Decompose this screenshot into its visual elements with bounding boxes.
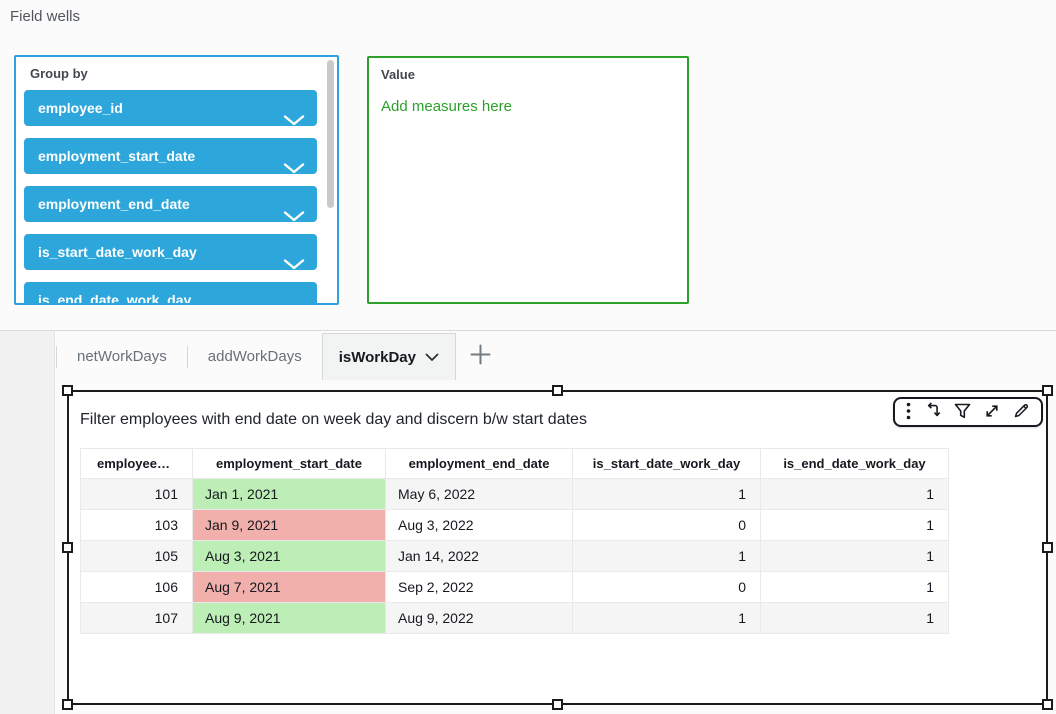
filter-button[interactable] — [954, 403, 971, 422]
tab-label: addWorkDays — [207, 348, 302, 365]
section-divider — [0, 330, 1056, 331]
resize-handle-bottom-right[interactable] — [1042, 699, 1053, 710]
tab-addworkdays[interactable]: addWorkDays — [188, 333, 322, 380]
cell-is-end-work-day: 1 — [760, 540, 949, 572]
cell-end-date: May 6, 2022 — [385, 478, 573, 510]
cell-start-date: Aug 3, 2021 — [192, 540, 386, 572]
tab-networkdays[interactable]: netWorkDays — [57, 333, 187, 380]
add-tab-icon — [470, 344, 491, 370]
value-well[interactable]: Value Add measures here — [367, 56, 689, 304]
cell-end-date: Sep 2, 2022 — [385, 571, 573, 603]
table-row: 106 Aug 7, 2021 Sep 2, 2022 0 1 — [80, 571, 949, 603]
field-pill-label: employment_end_date — [38, 196, 190, 212]
sheet-area: netWorkDays addWorkDays isWorkDay Filter… — [0, 331, 1056, 714]
cell-employee-id: 107 — [80, 602, 193, 634]
field-pill-is-start-date-work-day[interactable]: is_start_date_work_day — [24, 234, 317, 270]
more-options-icon — [906, 402, 911, 423]
sort-button[interactable] — [924, 402, 941, 422]
more-options-button[interactable] — [906, 402, 911, 423]
left-rail — [0, 331, 55, 714]
maximize-icon — [984, 403, 1000, 422]
table-row: 105 Aug 3, 2021 Jan 14, 2022 1 1 — [80, 540, 949, 572]
cell-end-date: Aug 9, 2022 — [385, 602, 573, 634]
sort-icon — [924, 402, 941, 422]
pivot-table: employee… employment_start_date employme… — [80, 448, 949, 634]
table-row: 103 Jan 9, 2021 Aug 3, 2022 0 1 — [80, 509, 949, 541]
column-header-employment-start-date[interactable]: employment_start_date — [192, 448, 386, 479]
cell-is-end-work-day: 1 — [760, 602, 949, 634]
table-header-row: employee… employment_start_date employme… — [80, 448, 949, 479]
table-row: 101 Jan 1, 2021 May 6, 2022 1 1 — [80, 478, 949, 510]
resize-handle-bottom-left[interactable] — [62, 699, 73, 710]
group-by-well[interactable]: Group by employee_id employment_start_da… — [14, 55, 339, 305]
cell-is-start-work-day: 1 — [572, 602, 761, 634]
group-by-pill-stack: employee_id employment_start_date employ… — [24, 90, 317, 305]
value-empty-hint: Add measures here — [381, 98, 512, 115]
cell-is-start-work-day: 1 — [572, 478, 761, 510]
cell-employee-id: 103 — [80, 509, 193, 541]
cell-start-date: Aug 7, 2021 — [192, 571, 386, 603]
add-tab-button[interactable] — [456, 333, 505, 380]
field-pill-employee-id[interactable]: employee_id — [24, 90, 317, 126]
column-header-is-start-date-work-day[interactable]: is_start_date_work_day — [572, 448, 761, 479]
cell-employee-id: 101 — [80, 478, 193, 510]
field-pill-employment-end-date[interactable]: employment_end_date — [24, 186, 317, 222]
chevron-down-icon[interactable] — [283, 247, 305, 283]
chevron-down-icon[interactable] — [283, 103, 305, 139]
column-header-is-end-date-work-day[interactable]: is_end_date_work_day — [760, 448, 949, 479]
resize-handle-bottom-center[interactable] — [551, 699, 563, 710]
field-wells-title: Field wells — [10, 8, 81, 25]
cell-is-end-work-day: 1 — [760, 571, 949, 603]
resize-handle-top-center[interactable] — [551, 385, 563, 396]
cell-is-start-work-day: 0 — [572, 509, 761, 541]
cell-start-date: Aug 9, 2021 — [192, 602, 386, 634]
column-header-employment-end-date[interactable]: employment_end_date — [385, 448, 573, 479]
sheet-tab-strip: netWorkDays addWorkDays isWorkDay — [56, 333, 505, 380]
value-label: Value — [381, 67, 415, 82]
filter-icon — [954, 403, 971, 422]
cell-end-date: Aug 3, 2022 — [385, 509, 573, 541]
cell-is-start-work-day: 1 — [572, 540, 761, 572]
visual-toolbar — [893, 397, 1043, 427]
cell-is-start-work-day: 0 — [572, 571, 761, 603]
field-pill-label: employee_id — [38, 100, 123, 116]
cell-end-date: Jan 14, 2022 — [385, 540, 573, 572]
edit-button[interactable] — [1013, 402, 1030, 422]
resize-handle-middle-right[interactable] — [1042, 541, 1053, 553]
cell-start-date: Jan 9, 2021 — [192, 509, 386, 541]
tab-separator — [56, 345, 57, 368]
cell-employee-id: 105 — [80, 540, 193, 572]
field-pill-label: is_start_date_work_day — [38, 244, 197, 260]
visual-title[interactable]: Filter employees with end date on week d… — [80, 411, 587, 428]
column-header-employee-id[interactable]: employee… — [80, 448, 193, 479]
cell-employee-id: 106 — [80, 571, 193, 603]
chevron-down-icon[interactable] — [283, 151, 305, 187]
edit-icon — [1013, 402, 1030, 422]
field-pill-label: employment_start_date — [38, 148, 196, 164]
resize-handle-middle-left[interactable] — [62, 541, 73, 553]
resize-handle-top-right[interactable] — [1042, 385, 1053, 396]
chevron-down-icon[interactable] — [283, 295, 305, 303]
cell-is-end-work-day: 1 — [760, 478, 949, 510]
cell-is-end-work-day: 1 — [760, 509, 949, 541]
field-pill-employment-start-date[interactable]: employment_start_date — [24, 138, 317, 174]
chevron-down-icon[interactable] — [283, 199, 305, 235]
tab-separator — [186, 345, 188, 368]
field-pill-label: is_end_date_work_day — [38, 292, 192, 305]
group-by-scrollbar[interactable] — [327, 60, 334, 208]
tab-label: netWorkDays — [77, 348, 167, 365]
tab-isworkday[interactable]: isWorkDay — [321, 333, 456, 380]
resize-handle-top-left[interactable] — [62, 385, 73, 396]
table-visual[interactable]: Filter employees with end date on week d… — [62, 385, 1053, 710]
maximize-button[interactable] — [984, 403, 1000, 422]
field-pill-is-end-date-work-day[interactable]: is_end_date_work_day — [24, 282, 317, 305]
group-by-label: Group by — [30, 66, 88, 81]
table-row: 107 Aug 9, 2021 Aug 9, 2022 1 1 — [80, 602, 949, 634]
chevron-down-icon[interactable] — [425, 349, 439, 366]
cell-start-date: Jan 1, 2021 — [192, 478, 386, 510]
tab-label: isWorkDay — [338, 348, 416, 366]
